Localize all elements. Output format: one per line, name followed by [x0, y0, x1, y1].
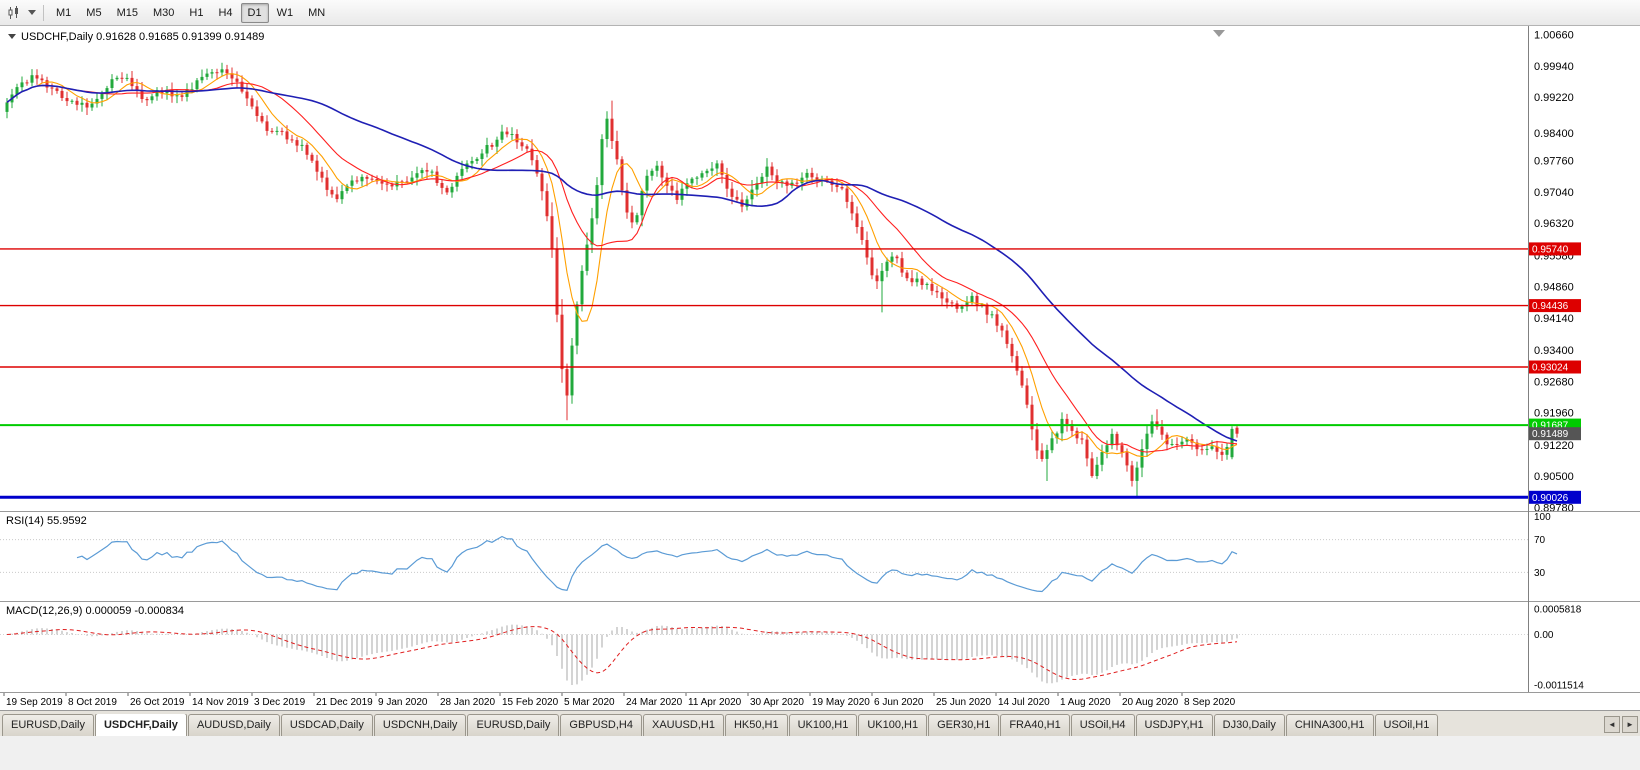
- price-axis-label: 0.97040: [1534, 187, 1574, 199]
- chart-workspace: 1.00660 0.99940 0.99220 0.98400 0.97760 0.970…: [0, 26, 1640, 710]
- chart-tab-usdjpy-h1[interactable]: USDJPY,H1: [1136, 714, 1213, 736]
- toolbar: M1M5M15M30H1H4D1W1MN: [0, 0, 1640, 26]
- chart-type-icon-glyph: [7, 6, 23, 20]
- caret-down-icon[interactable]: [26, 4, 38, 22]
- price-axis-label: 1.00660: [1534, 30, 1574, 42]
- price-tag-0.91489: 0.91489: [1529, 427, 1581, 440]
- timeframe-button-m1[interactable]: M1: [49, 3, 78, 23]
- date-axis[interactable]: 19 Sep 2019 8 Oct 2019 26 Oct 2019 14 Nov 2…: [0, 692, 1640, 710]
- timeframe-button-m30[interactable]: M30: [146, 3, 181, 23]
- date-axis-label: 19 May 2020: [812, 697, 870, 708]
- tab-scroll-arrows: ◄ ►: [1604, 716, 1638, 733]
- date-axis-label: 28 Jan 2020: [440, 697, 495, 708]
- tab-scroll-right-button[interactable]: ►: [1622, 716, 1638, 733]
- price-axis-label: 0.97760: [1534, 156, 1574, 168]
- chart-tab-dj30-daily[interactable]: DJ30,Daily: [1214, 714, 1285, 736]
- price-axis-label: 0.91220: [1534, 440, 1574, 452]
- date-axis-label: 8 Sep 2020: [1184, 697, 1236, 708]
- main-price-chart[interactable]: 1.00660 0.99940 0.99220 0.98400 0.97760 0.970…: [0, 26, 1640, 511]
- price-axis-label: 0.94860: [1534, 282, 1574, 294]
- svg-text:0.90026: 0.90026: [1532, 493, 1569, 504]
- timeframe-buttons: M1M5M15M30H1H4D1W1MN: [49, 3, 332, 23]
- price-axis-label: 0.99220: [1534, 92, 1574, 104]
- rsi-axis-label: 30: [1534, 568, 1546, 579]
- chart-tab-fra40-h1[interactable]: FRA40,H1: [1000, 714, 1069, 736]
- chart-tabs: EURUSD,DailyUSDCHF,DailyAUDUSD,DailyUSDC…: [2, 714, 1640, 736]
- date-axis-label: 26 Oct 2019: [130, 697, 185, 708]
- chart-ohlc-header: USDCHF,Daily 0.91628 0.91685 0.91399 0.9…: [21, 31, 264, 43]
- macd-axis-label: 0.0005818: [1534, 605, 1582, 616]
- price-tag-0.93024: 0.93024: [1529, 361, 1581, 374]
- timeframe-button-m15[interactable]: M15: [110, 3, 145, 23]
- chart-tab-bar: EURUSD,DailyUSDCHF,DailyAUDUSD,DailyUSDC…: [0, 710, 1640, 736]
- price-axis-label: 0.94140: [1534, 313, 1574, 325]
- price-tag-0.95740: 0.95740: [1529, 242, 1581, 255]
- price-axis-label: 0.90500: [1534, 471, 1574, 483]
- macd-axis-label: -0.0011514: [1534, 681, 1584, 692]
- chart-tab-eurusd-daily[interactable]: EURUSD,Daily: [467, 714, 559, 736]
- chart-tab-hk50-h1[interactable]: HK50,H1: [725, 714, 788, 736]
- chart-tab-ger30-h1[interactable]: GER30,H1: [928, 714, 999, 736]
- chart-tab-usdcad-daily[interactable]: USDCAD,Daily: [281, 714, 373, 736]
- date-axis-label: 15 Feb 2020: [502, 697, 559, 708]
- svg-text:0.93024: 0.93024: [1532, 362, 1569, 373]
- macd-axis-label: 0.00: [1534, 630, 1554, 641]
- price-axis-label: 0.91960: [1534, 408, 1574, 420]
- date-axis-label: 21 Dec 2019: [316, 697, 373, 708]
- chart-tab-audusd-daily[interactable]: AUDUSD,Daily: [188, 714, 280, 736]
- price-axis-label: 0.99940: [1534, 61, 1574, 73]
- date-axis-label: 14 Nov 2019: [192, 697, 249, 708]
- timeframe-button-h1[interactable]: H1: [182, 3, 210, 23]
- macd-indicator-panel[interactable]: 0.0005818 0.00 -0.0011514 MACD(12,26,9) 0.0…: [0, 601, 1640, 692]
- rsi-axis-label: 100: [1534, 512, 1551, 523]
- macd-header: MACD(12,26,9) 0.000059 -0.000834: [6, 605, 184, 617]
- date-axis-label: 8 Oct 2019: [68, 697, 117, 708]
- price-tag-0.90026: 0.90026: [1529, 491, 1581, 504]
- chart-tab-china300-h1[interactable]: CHINA300,H1: [1286, 714, 1374, 736]
- caret-down-glyph: [28, 10, 37, 16]
- rsi-indicator-panel[interactable]: 100 70 30 RSI(14) 55.9592: [0, 511, 1640, 601]
- tab-scroll-left-button[interactable]: ◄: [1604, 716, 1620, 733]
- svg-text:0.91489: 0.91489: [1532, 429, 1569, 440]
- date-axis-label: 6 Jun 2020: [874, 697, 924, 708]
- date-axis-label: 11 Apr 2020: [688, 697, 742, 708]
- date-axis-label: 20 Aug 2020: [1122, 697, 1179, 708]
- date-axis-label: 9 Jan 2020: [378, 697, 428, 708]
- window-bottom-strip: [0, 736, 1640, 770]
- date-axis-label: 14 Jul 2020: [998, 697, 1050, 708]
- price-axis-label: 0.93400: [1534, 345, 1574, 357]
- chart-tab-uk100-h1[interactable]: UK100,H1: [858, 714, 927, 736]
- toolbar-separator: [43, 5, 44, 21]
- date-axis-label: 19 Sep 2019: [6, 697, 63, 708]
- date-axis-label: 3 Dec 2019: [254, 697, 306, 708]
- svg-text:0.94436: 0.94436: [1532, 301, 1569, 312]
- date-axis-label: 30 Apr 2020: [750, 697, 804, 708]
- rsi-header: RSI(14) 55.9592: [6, 515, 87, 527]
- chart-tab-uk100-h1[interactable]: UK100,H1: [789, 714, 858, 736]
- timeframe-button-d1[interactable]: D1: [241, 3, 269, 23]
- chart-tab-usoil-h1[interactable]: USOil,H1: [1375, 714, 1439, 736]
- timeframe-button-mn[interactable]: MN: [301, 3, 332, 23]
- price-tag-0.94436: 0.94436: [1529, 299, 1581, 312]
- timeframe-button-w1[interactable]: W1: [270, 3, 301, 23]
- rsi-axis-label: 70: [1534, 535, 1546, 546]
- chart-tab-usdcnh-daily[interactable]: USDCNH,Daily: [374, 714, 467, 736]
- chart-tab-eurusd-daily[interactable]: EURUSD,Daily: [2, 714, 94, 736]
- timeframe-button-m5[interactable]: M5: [79, 3, 108, 23]
- date-axis-label: 25 Jun 2020: [936, 697, 991, 708]
- price-axis-label: 0.96320: [1534, 218, 1574, 230]
- svg-text:0.95740: 0.95740: [1532, 244, 1569, 255]
- chart-type-icon[interactable]: [5, 4, 25, 22]
- date-axis-label: 1 Aug 2020: [1060, 697, 1111, 708]
- price-axis-label: 0.92680: [1534, 376, 1574, 388]
- date-axis-label: 5 Mar 2020: [564, 697, 615, 708]
- timeframe-button-h4[interactable]: H4: [211, 3, 239, 23]
- chart-tab-usoil-h4[interactable]: USOil,H4: [1071, 714, 1135, 736]
- date-axis-label: 24 Mar 2020: [626, 697, 683, 708]
- chart-tab-xauusd-h1[interactable]: XAUUSD,H1: [643, 714, 724, 736]
- price-axis-label: 0.98400: [1534, 128, 1574, 140]
- chart-tab-usdchf-daily[interactable]: USDCHF,Daily: [95, 714, 187, 736]
- chart-tab-gbpusd-h4[interactable]: GBPUSD,H4: [560, 714, 642, 736]
